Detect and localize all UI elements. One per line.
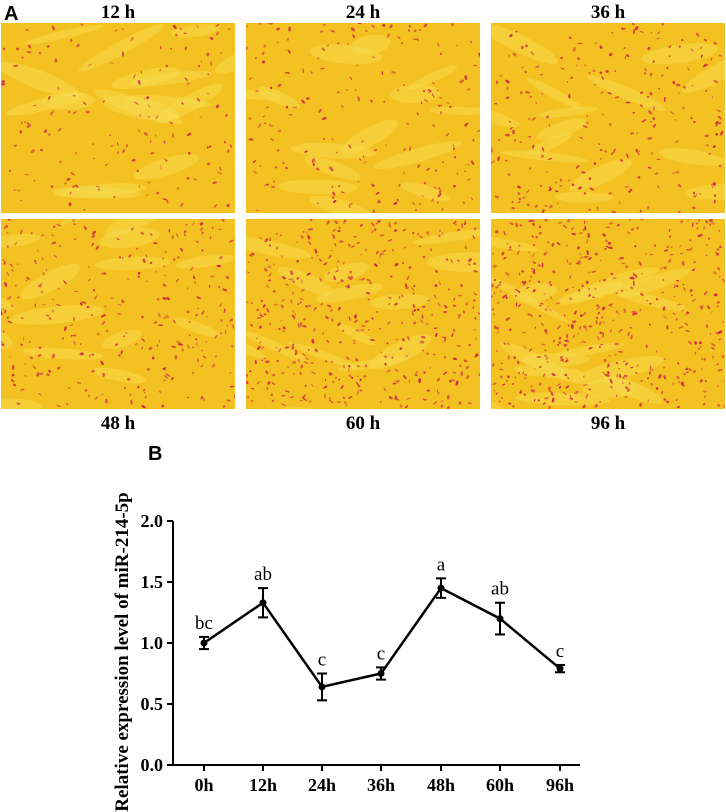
tile-label-96h: 96 h [590, 413, 626, 434]
significance-label: c [377, 643, 385, 664]
x-tick-label: 48h [427, 775, 455, 795]
significance-label: ab [254, 564, 272, 585]
micrograph-24h [246, 23, 480, 213]
y-tick-label: 1.5 [141, 572, 164, 592]
data-point [259, 599, 267, 607]
tile-label-12h: 12 h [100, 2, 136, 23]
micrograph-96h [491, 219, 725, 409]
tile-label-60h: 60 h [345, 413, 381, 434]
tile-label-48h: 48 h [100, 413, 136, 434]
data-point [496, 615, 504, 623]
significance-label: bc [195, 613, 213, 634]
x-tick-label: 12h [249, 775, 277, 795]
micrograph-48h [1, 219, 235, 409]
x-tick-label: 0h [194, 775, 213, 795]
micrograph-36h [491, 23, 725, 213]
y-tick-label: 0.5 [141, 694, 164, 714]
y-tick-label: 2.0 [141, 511, 164, 531]
x-tick-label: 96h [546, 775, 574, 795]
significance-label: c [556, 641, 564, 662]
significance-label: a [437, 554, 446, 575]
tile-label-24h: 24 h [345, 2, 381, 23]
y-axis-label: Relative expression level of miR-214-5p [112, 492, 133, 811]
data-point [200, 639, 208, 647]
significance-label: ab [491, 579, 509, 600]
data-point [437, 584, 445, 592]
data-point [556, 665, 564, 673]
significance-label: c [318, 650, 326, 671]
panel-b-letter: B [148, 443, 163, 465]
x-tick-label: 24h [308, 775, 336, 795]
y-tick-label: 0.0 [141, 755, 164, 775]
y-tick-label: 1.0 [141, 633, 164, 653]
data-point [377, 670, 385, 677]
x-tick-label: 36h [367, 775, 395, 795]
x-tick-label: 60h [486, 775, 514, 795]
micrograph-60h [246, 219, 480, 409]
line-chart: Relative expression level of miR-214-5p … [112, 492, 580, 812]
data-point [318, 683, 326, 691]
tile-label-36h: 36 h [590, 2, 626, 23]
panel-a-letter: A [4, 3, 19, 25]
micrograph-12h [1, 23, 235, 213]
